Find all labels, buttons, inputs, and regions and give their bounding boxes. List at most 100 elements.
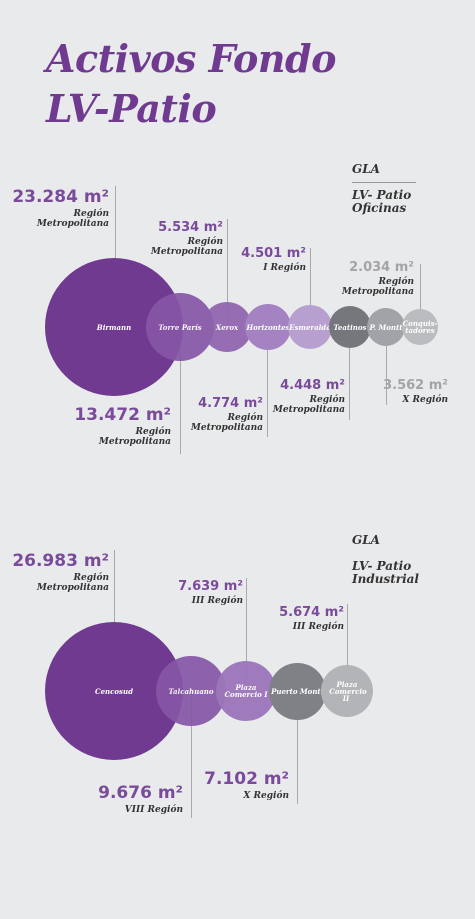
page-title: Activos Fondo LV-Patio: [46, 34, 336, 134]
leader-line-teatinos: [349, 327, 350, 420]
region-line1: Región: [378, 277, 414, 287]
region-line1: X Región: [243, 791, 289, 801]
region-line1: Región: [73, 573, 109, 583]
leader-line-plaza-comercio-ii: [347, 604, 348, 691]
bubble-conquistadores: Conquis-tadores: [402, 309, 438, 345]
fund-name-line1: LV- Patio: [352, 188, 412, 202]
region-line1: Región: [227, 413, 263, 423]
area-value: 5.534 m²: [158, 220, 223, 235]
bubble-label-line1: Plaza: [336, 679, 358, 689]
oficinas-gla-header: GLA LV- Patio Oficinas: [352, 162, 416, 215]
callout-torre-paris: 13.472 m² Región Metropolitana: [74, 405, 171, 447]
leader-line-horizontes: [267, 327, 268, 437]
bubble-label: Puerto Montt: [271, 687, 324, 696]
region-line1: III Región: [292, 622, 344, 632]
bubble-puerto-montt: Puerto Montt: [269, 663, 326, 720]
area-value: 2.034 m²: [349, 260, 414, 275]
bubble-plaza-comercio-i: Plaza Comercio I: [216, 661, 276, 721]
region-line2: Metropolitana: [36, 219, 109, 229]
leader-line-cencosud: [114, 550, 115, 691]
leader-line-xerox: [227, 219, 228, 327]
bubble-label: Cencosud: [95, 686, 133, 696]
bubble-p-montt: P. Montt: [367, 308, 405, 346]
area-value: 7.639 m²: [178, 579, 243, 594]
region-line1: X Región: [402, 395, 448, 405]
region-line2: Metropolitana: [272, 405, 345, 415]
bubble-teatinos: Teatinos: [329, 306, 371, 348]
region-line2: Metropolitana: [98, 437, 171, 447]
bubble-label-line2: Comercio II: [329, 686, 367, 703]
region-line1: Región: [309, 395, 345, 405]
bubble-label-line2: Comercio I: [224, 690, 268, 699]
leader-line-puerto-montt: [297, 691, 298, 804]
bubble-label: Talcahuano: [168, 686, 214, 696]
fund-name-line2: Oficinas: [352, 201, 407, 215]
bubble-label: Plaza Comercio I: [220, 684, 271, 698]
leader-line-plaza-comercio-i: [246, 578, 247, 691]
bubble-label-line2: tadores: [405, 326, 435, 335]
callout-horizontes: 4.774 m² Región Metropolitana: [191, 396, 263, 433]
bubble-label: Conquis-tadores: [399, 320, 442, 334]
area-value: 13.472 m²: [74, 405, 171, 425]
callout-plaza-comercio-ii: 5.674 m² III Región: [279, 605, 344, 632]
area-value: 4.774 m²: [198, 396, 263, 411]
bubble-label-line1: Plaza: [235, 683, 257, 692]
bubble-label: P. Montt: [369, 322, 403, 332]
bubble-horizontes: Horizontes: [245, 304, 291, 350]
region-line1: I Región: [263, 263, 306, 273]
region-line1: Región: [73, 209, 109, 219]
leader-line-esmeralda: [310, 248, 311, 327]
callout-p-montt: 3.562 m² X Región: [383, 378, 448, 405]
bubble-label: Teatinos: [333, 322, 367, 332]
region-line2: Metropolitana: [36, 583, 109, 593]
fund-name-line2: Industrial: [352, 572, 419, 586]
gla-label: GLA: [352, 162, 380, 176]
bubble-esmeralda: Esmeralda: [288, 305, 332, 349]
callout-birmann: 23.284 m² Región Metropolitana: [12, 187, 109, 229]
area-value: 7.102 m²: [204, 769, 289, 789]
area-value: 4.501 m²: [241, 246, 306, 261]
leader-line-torre-paris: [180, 327, 181, 454]
area-value: 23.284 m²: [12, 187, 109, 207]
gla-divider: [352, 553, 416, 554]
callout-puerto-montt: 7.102 m² X Región: [204, 769, 289, 801]
bubble-label: Esmeralda: [289, 322, 331, 332]
bubble-talcahuano: Talcahuano: [156, 656, 226, 726]
region-line1: III Región: [191, 596, 243, 606]
callout-conquistadores: 2.034 m² Región Metropolitana: [342, 260, 414, 297]
bubble-label: Horizontes: [246, 322, 290, 332]
industrial-gla-header: GLA LV- Patio Industrial: [352, 533, 419, 586]
bubble-plaza-comercio-ii: Plaza Comercio II: [321, 665, 373, 717]
callout-cencosud: 26.983 m² Región Metropolitana: [12, 551, 109, 593]
leader-line-birmann: [115, 186, 116, 327]
bubble-label-line1: Conquis-: [402, 319, 438, 328]
area-value: 4.448 m²: [280, 378, 345, 393]
area-value: 26.983 m²: [12, 551, 109, 571]
region-line2: Metropolitana: [341, 287, 414, 297]
area-value: 9.676 m²: [98, 783, 183, 803]
area-value: 3.562 m²: [383, 378, 448, 393]
callout-talcahuano: 9.676 m² VIII Región: [98, 783, 183, 815]
gla-label: GLA: [352, 533, 380, 547]
bubble-label: Torre París: [158, 322, 202, 332]
region-line1: Región: [187, 237, 223, 247]
region-line1: VIII Región: [124, 805, 183, 815]
callout-esmeralda: 4.501 m² I Región: [241, 246, 306, 273]
gla-divider: [352, 182, 416, 183]
leader-line-talcahuano: [191, 691, 192, 818]
callout-teatinos: 4.448 m² Región Metropolitana: [273, 378, 345, 415]
leader-line-conquistadores: [420, 264, 421, 327]
area-value: 5.674 m²: [279, 605, 344, 620]
fund-name-line1: LV- Patio: [352, 559, 412, 573]
callout-xerox: 5.534 m² Región Metropolitana: [151, 220, 223, 257]
region-line1: Región: [135, 427, 171, 437]
leader-line-p-montt: [386, 327, 387, 405]
region-line2: Metropolitana: [190, 423, 263, 433]
page-title-line2: LV-Patio: [46, 86, 217, 131]
bubble-label: Plaza Comercio II: [321, 681, 373, 702]
region-line2: Metropolitana: [150, 247, 223, 257]
bubble-xerox: Xerox: [202, 302, 252, 352]
page-title-line1: Activos Fondo: [46, 36, 336, 81]
callout-plaza-comercio-i: 7.639 m² III Región: [178, 579, 243, 606]
bubble-label: Birmann: [96, 322, 132, 332]
